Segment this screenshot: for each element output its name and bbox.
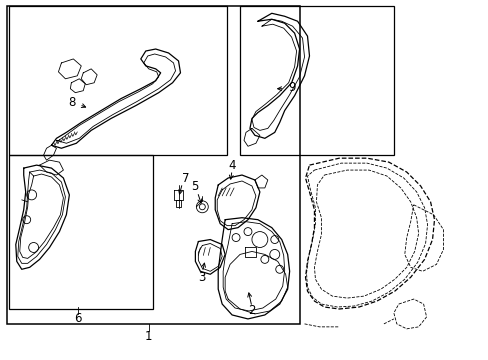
Text: 3: 3 bbox=[198, 271, 205, 284]
Text: 1: 1 bbox=[145, 330, 152, 343]
Bar bbox=[9, 155, 152, 309]
Bar bbox=[9, 6, 226, 155]
Text: 5: 5 bbox=[190, 180, 198, 193]
Text: 4: 4 bbox=[228, 159, 235, 172]
Bar bbox=[7, 6, 299, 324]
Text: 7: 7 bbox=[182, 171, 189, 185]
Text: 6: 6 bbox=[74, 312, 82, 325]
Bar bbox=[240, 6, 393, 155]
Text: 9: 9 bbox=[287, 81, 295, 94]
Text: 8: 8 bbox=[68, 96, 76, 109]
Text: 2: 2 bbox=[248, 305, 255, 318]
